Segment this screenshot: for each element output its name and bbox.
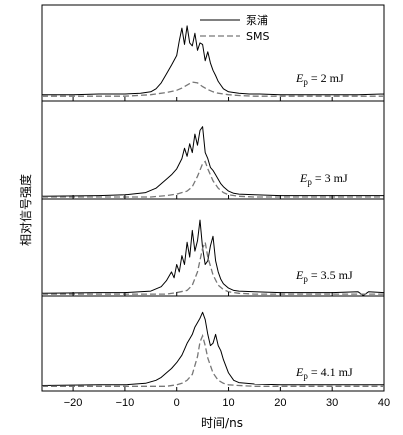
x-tick-label: 10 <box>222 397 234 409</box>
panel-frame <box>41 4 385 102</box>
panel-label-value: = 2 mJ <box>308 71 344 85</box>
panel-label-symbol: E <box>295 71 304 85</box>
panel-label: Ep = 4.1 mJ <box>295 365 353 381</box>
legend-entry-label: 泵浦 <box>246 14 268 27</box>
panel-1: Ep = 2 mJ <box>41 4 385 102</box>
x-tick-label: 20 <box>274 397 286 409</box>
panel-label-subscript: p <box>303 77 308 87</box>
panel-label-symbol: E <box>295 268 304 282</box>
panel-label-symbol: E <box>295 365 304 379</box>
x-tick-label: 40 <box>378 397 390 409</box>
sms-series-line <box>42 81 384 97</box>
panel-label-value: = 3.5 mJ <box>308 268 353 282</box>
pump-series-line <box>42 25 385 96</box>
panel-4: Ep = 4.1 mJ <box>41 295 385 392</box>
panel-label: Ep = 3.5 mJ <box>295 268 353 284</box>
sms-series-line <box>42 333 384 387</box>
legend-entry-label: SMS <box>246 30 269 43</box>
x-axis: −20 −10 0 10 20 30 40 <box>64 397 390 409</box>
pump-series-line <box>41 219 385 296</box>
panel-label-subscript: p <box>303 274 308 284</box>
x-tick-label: 0 <box>174 397 180 409</box>
legend: 泵浦 SMS <box>200 14 269 43</box>
x-axis-label: 时间/ns <box>201 416 243 430</box>
panel-label-symbol: E <box>299 171 308 185</box>
panel-2: Ep = 3 mJ <box>41 100 385 200</box>
panel-frame <box>41 295 385 392</box>
x-tick-label: −20 <box>64 397 83 409</box>
panel-label: Ep = 3 mJ <box>299 171 348 187</box>
panel-label-value: = 3 mJ <box>312 171 348 185</box>
panel-label-subscript: p <box>303 371 308 381</box>
pump-series-line <box>41 126 384 197</box>
y-axis-label: 相对信号强度 <box>18 174 33 246</box>
x-tick-label: 30 <box>326 397 338 409</box>
panel-label-subscript: p <box>307 177 312 187</box>
panel-3: Ep = 3.5 mJ <box>41 198 385 297</box>
x-tick-label: −10 <box>116 397 135 409</box>
panel-label: Ep = 2 mJ <box>295 71 344 87</box>
pump-series-line <box>41 311 384 386</box>
panel-label-value: = 4.1 mJ <box>308 365 353 379</box>
